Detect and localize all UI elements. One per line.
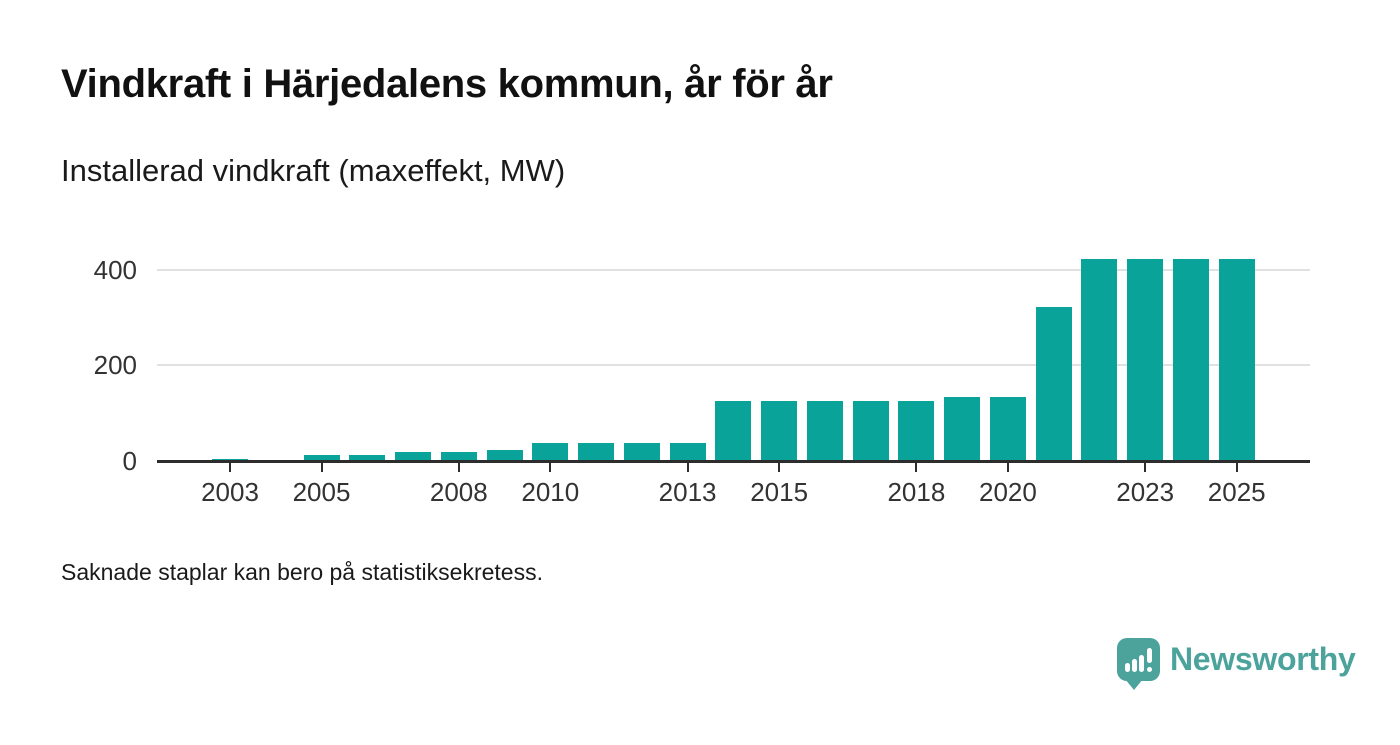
x-tick-label-2015: 2015	[750, 477, 809, 507]
bar-2008	[440, 451, 477, 461]
bar-2021	[1035, 306, 1072, 461]
x-tick-label-2018: 2018	[887, 477, 946, 507]
bar-2010	[532, 443, 569, 461]
bar-2020	[989, 396, 1026, 461]
bar-2024	[1172, 259, 1209, 461]
bar-2019	[944, 396, 981, 461]
gridline-200	[157, 364, 1310, 367]
x-tick-label-2005: 2005	[292, 477, 351, 507]
chart-footnote: Saknade staplar kan bero på statistiksek…	[61, 559, 543, 585]
bar-2003	[212, 458, 248, 461]
x-tick-2013	[686, 463, 689, 472]
x-tick-label-2023: 2023	[1116, 477, 1175, 507]
y-tick-label-400: 400	[93, 254, 137, 285]
x-tick-label-2003: 2003	[201, 477, 259, 507]
x-tick-label-2008: 2008	[429, 477, 488, 507]
x-tick-2020	[1006, 463, 1009, 472]
bar-2006	[349, 454, 386, 461]
x-tick-2025	[1235, 463, 1238, 472]
bar-2011	[578, 443, 615, 461]
x-tick-label-2010: 2010	[521, 477, 580, 507]
newsworthy-logo-text: Newsworthy	[1170, 641, 1356, 677]
x-axis-line	[157, 460, 1310, 463]
x-tick-label-2020: 2020	[978, 477, 1037, 507]
bar-2017	[852, 401, 889, 461]
bar-2012	[623, 443, 660, 461]
x-tick-label-2025: 2025	[1207, 477, 1266, 507]
bar-2018	[898, 401, 935, 461]
chart-title: Vindkraft i Härjedalens kommun, år för å…	[61, 62, 833, 106]
x-tick-2018	[915, 463, 918, 472]
bar-2009	[486, 449, 523, 461]
speech-bubble-tail	[1125, 679, 1143, 690]
y-tick-label-0: 0	[122, 446, 137, 476]
mini-bar-chart-icon	[1125, 655, 1144, 672]
newsworthy-logo: Newsworthy	[1117, 638, 1356, 690]
bar-2007	[395, 451, 432, 461]
x-tick-2008	[457, 463, 460, 472]
x-tick-2010	[549, 463, 552, 472]
bar-2016	[806, 401, 843, 461]
bar-2013	[669, 443, 706, 461]
bar-2025	[1218, 259, 1255, 461]
gridline-400	[157, 268, 1310, 271]
newsworthy-logo-icon	[1117, 638, 1160, 690]
bar-2015	[761, 401, 798, 461]
exclamation-dot-icon	[1147, 667, 1152, 672]
x-tick-2003	[229, 463, 231, 472]
chart-subtitle: Installerad vindkraft (maxeffekt, MW)	[61, 153, 566, 188]
bar-2022	[1081, 259, 1118, 461]
x-tick-label-2013: 2013	[658, 477, 717, 507]
y-tick-label-200: 200	[93, 350, 137, 381]
exclamation-mark-icon	[1147, 648, 1152, 663]
bar-2023	[1127, 259, 1164, 461]
bar-2005	[303, 454, 340, 461]
x-tick-2023	[1144, 463, 1147, 472]
x-tick-2005	[320, 463, 323, 472]
bar-2014	[715, 401, 752, 461]
x-tick-2015	[778, 463, 781, 472]
